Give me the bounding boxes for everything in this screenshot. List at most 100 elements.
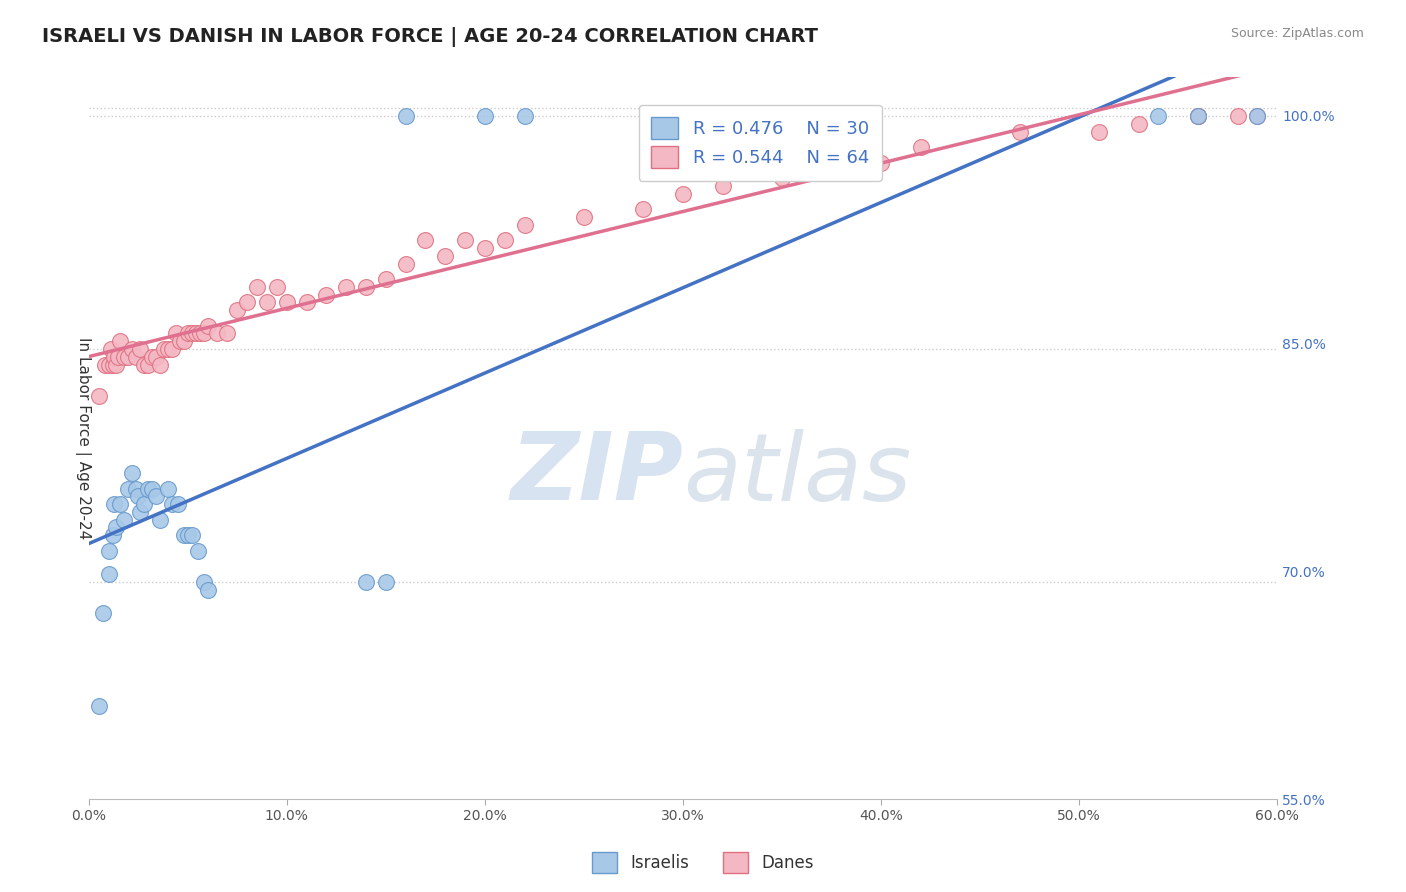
Point bbox=[187, 543, 209, 558]
Point bbox=[395, 257, 418, 271]
Point bbox=[145, 350, 167, 364]
Legend: Israelis, Danes: Israelis, Danes bbox=[586, 846, 820, 880]
Point bbox=[474, 109, 496, 123]
Point bbox=[1187, 109, 1209, 123]
Point bbox=[354, 280, 377, 294]
Point bbox=[193, 574, 215, 589]
Point bbox=[180, 326, 202, 341]
Point bbox=[165, 326, 187, 341]
Point bbox=[177, 326, 200, 341]
Point bbox=[1147, 109, 1170, 123]
Point bbox=[711, 179, 734, 194]
Point bbox=[434, 249, 457, 263]
Point bbox=[1187, 109, 1209, 123]
Point bbox=[193, 326, 215, 341]
Point bbox=[136, 482, 159, 496]
Point bbox=[101, 358, 124, 372]
Point bbox=[188, 326, 211, 341]
Point bbox=[246, 280, 269, 294]
Point bbox=[184, 326, 207, 341]
Point bbox=[100, 342, 122, 356]
Point bbox=[112, 513, 135, 527]
Point bbox=[1187, 109, 1209, 123]
Point bbox=[121, 342, 143, 356]
Point bbox=[217, 326, 239, 341]
Point bbox=[1226, 109, 1249, 123]
Point bbox=[415, 233, 437, 247]
Point bbox=[105, 520, 128, 534]
Point bbox=[149, 513, 172, 527]
Legend: R = 0.476    N = 30, R = 0.544    N = 64: R = 0.476 N = 30, R = 0.544 N = 64 bbox=[638, 104, 882, 181]
Point bbox=[87, 388, 110, 402]
Point bbox=[266, 280, 288, 294]
Point bbox=[117, 482, 139, 496]
Text: ISRAELI VS DANISH IN LABOR FORCE | AGE 20-24 CORRELATION CHART: ISRAELI VS DANISH IN LABOR FORCE | AGE 2… bbox=[42, 27, 818, 46]
Point bbox=[141, 350, 163, 364]
Point bbox=[103, 350, 125, 364]
Point bbox=[107, 350, 129, 364]
Point bbox=[474, 241, 496, 255]
Point bbox=[127, 490, 149, 504]
Point bbox=[112, 350, 135, 364]
Point bbox=[125, 482, 148, 496]
Point bbox=[870, 156, 893, 170]
Point bbox=[1246, 109, 1268, 123]
Point bbox=[454, 233, 477, 247]
Point bbox=[105, 358, 128, 372]
Point bbox=[494, 233, 516, 247]
Point bbox=[177, 528, 200, 542]
Point bbox=[136, 358, 159, 372]
Point bbox=[1128, 117, 1150, 131]
Point bbox=[129, 342, 152, 356]
Point bbox=[141, 482, 163, 496]
Point bbox=[197, 318, 219, 333]
Point bbox=[153, 342, 176, 356]
Text: atlas: atlas bbox=[683, 429, 911, 520]
Point bbox=[110, 334, 132, 349]
Point bbox=[374, 574, 396, 589]
Point bbox=[256, 295, 278, 310]
Point bbox=[160, 342, 183, 356]
Point bbox=[354, 574, 377, 589]
Point bbox=[395, 109, 418, 123]
Point bbox=[160, 497, 183, 511]
Point bbox=[173, 334, 195, 349]
Text: Source: ZipAtlas.com: Source: ZipAtlas.com bbox=[1230, 27, 1364, 40]
Point bbox=[173, 528, 195, 542]
Point bbox=[134, 497, 156, 511]
Point bbox=[97, 543, 120, 558]
Point bbox=[167, 497, 190, 511]
Point bbox=[156, 482, 179, 496]
Point bbox=[121, 466, 143, 480]
Point bbox=[295, 295, 318, 310]
Point bbox=[125, 350, 148, 364]
Y-axis label: In Labor Force | Age 20-24: In Labor Force | Age 20-24 bbox=[75, 337, 91, 540]
Point bbox=[87, 698, 110, 713]
Point bbox=[134, 358, 156, 372]
Point bbox=[93, 358, 115, 372]
Point bbox=[236, 295, 259, 310]
Point bbox=[633, 202, 655, 217]
Point bbox=[156, 342, 179, 356]
Point bbox=[1088, 125, 1111, 139]
Point bbox=[97, 358, 120, 372]
Point bbox=[1246, 109, 1268, 123]
Point bbox=[117, 350, 139, 364]
Point bbox=[110, 497, 132, 511]
Point bbox=[180, 528, 202, 542]
Point bbox=[145, 490, 167, 504]
Point bbox=[672, 186, 695, 201]
Point bbox=[672, 109, 695, 123]
Text: ZIP: ZIP bbox=[510, 428, 683, 520]
Point bbox=[207, 326, 229, 341]
Point bbox=[149, 358, 172, 372]
Point bbox=[335, 280, 357, 294]
Point bbox=[711, 109, 734, 123]
Point bbox=[830, 163, 852, 178]
Point bbox=[103, 497, 125, 511]
Point bbox=[226, 303, 249, 318]
Point bbox=[315, 287, 337, 301]
Point bbox=[169, 334, 191, 349]
Point bbox=[197, 582, 219, 597]
Point bbox=[101, 528, 124, 542]
